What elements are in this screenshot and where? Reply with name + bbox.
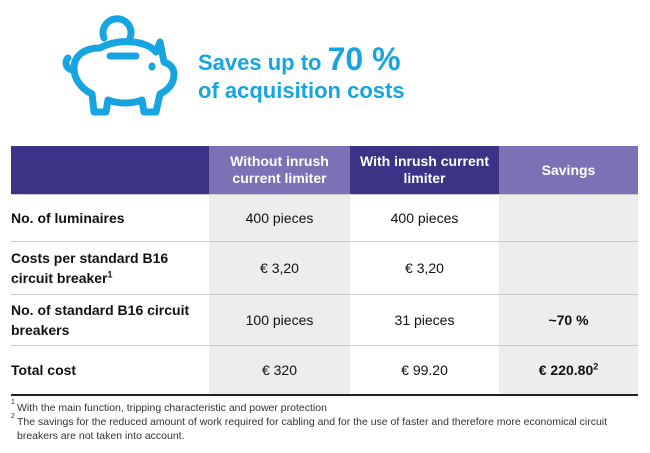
- cell-without: 400 pieces: [209, 194, 350, 242]
- footnote-text: The savings for the reduced amount of wo…: [17, 416, 608, 443]
- row-label: Total cost: [11, 345, 209, 396]
- footnote-mark: 2: [11, 413, 15, 421]
- cell-with: € 99.20: [350, 345, 499, 396]
- footnotes: 1 With the main function, tripping chara…: [11, 399, 639, 444]
- headline: Saves up to 70 % of acquisition costs: [198, 41, 405, 104]
- footnote: 2 The savings for the reduced amount of …: [11, 413, 639, 443]
- headline-line1: Saves up to 70 %: [198, 41, 405, 77]
- cell-without: € 320: [209, 345, 350, 396]
- table-header-row: Without inrush current limiter With inru…: [11, 146, 638, 195]
- piggy-bank-icon: [62, 15, 178, 116]
- comparison-table: Without inrush current limiter With inru…: [11, 146, 638, 396]
- header-cell-savings: Savings: [499, 146, 638, 195]
- cell-savings: [499, 241, 638, 295]
- headline-highlight: 70 %: [327, 41, 401, 77]
- savings-text: ~70 %: [548, 312, 589, 328]
- cell-without: 100 pieces: [209, 294, 350, 346]
- headline-line2: of acquisition costs: [198, 78, 405, 104]
- table-row: Total cost € 320 € 99.20 € 220.802: [11, 345, 638, 396]
- row-label-text: No. of luminaires: [11, 209, 125, 226]
- row-label: Costs per standard B16 circuit breaker1: [11, 241, 209, 295]
- table-row: Costs per standard B16 circuit breaker1 …: [11, 241, 638, 295]
- footnote-ref: 2: [593, 361, 599, 372]
- cell-without: € 3,20: [209, 241, 350, 295]
- cell-with: 31 pieces: [350, 294, 499, 346]
- table-row: No. of standard B16 circuit breakers 100…: [11, 294, 638, 346]
- cell-with: € 3,20: [350, 241, 499, 295]
- row-label: No. of luminaires: [11, 194, 209, 242]
- header: Saves up to 70 % of acquisition costs: [0, 0, 650, 140]
- savings-text: € 220.80: [538, 362, 594, 378]
- comparison-table-wrap: Without inrush current limiter With inru…: [11, 146, 638, 396]
- footnote-ref: 1: [107, 269, 113, 280]
- row-label-text: Costs per standard B16 circuit breaker: [11, 249, 169, 286]
- cell-savings: ~70 %: [499, 294, 638, 346]
- headline-prefix: Saves up to: [198, 50, 328, 75]
- cell-savings: [499, 194, 638, 242]
- row-label-text: No. of standard B16 circuit breakers: [11, 301, 190, 338]
- row-label-text: Total cost: [11, 361, 77, 378]
- header-cell-empty: [11, 146, 209, 195]
- row-label: No. of standard B16 circuit breakers: [11, 294, 209, 346]
- header-cell-without-limiter: Without inrush current limiter: [209, 146, 350, 195]
- table-row: No. of luminaires 400 pieces 400 pieces: [11, 194, 638, 242]
- cell-savings: € 220.802: [499, 345, 638, 396]
- header-cell-with-limiter: With inrush current limiter: [350, 146, 499, 195]
- footnote: 1 With the main function, tripping chara…: [11, 399, 639, 415]
- footnote-text: With the main function, tripping charact…: [17, 402, 327, 414]
- cell-with: 400 pieces: [350, 194, 499, 242]
- footnote-mark: 1: [11, 399, 15, 406]
